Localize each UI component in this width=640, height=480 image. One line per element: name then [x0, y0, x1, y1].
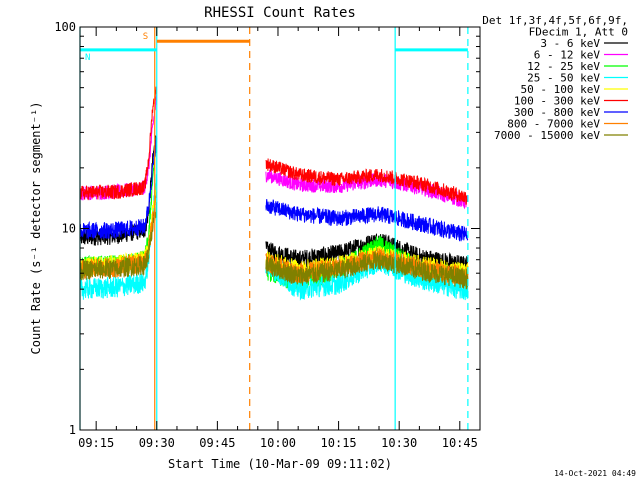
y-axis-label: Count Rate (s⁻¹ detector segment⁻¹) — [29, 102, 43, 355]
legend-header-1: FDecim 1, Att 0 — [529, 26, 628, 39]
x-tick-label-3: 10:00 — [260, 436, 296, 450]
x-tick-label-0: 09:15 — [78, 436, 114, 450]
legend-label-8: 7000 - 15000 keV — [494, 129, 600, 142]
x-tick-label-6: 10:45 — [442, 436, 478, 450]
legend-label-1: 6 - 12 keV — [534, 49, 601, 62]
x-tick-label-5: 10:30 — [381, 436, 417, 450]
x-tick-label-2: 09:45 — [199, 436, 235, 450]
chart-title: RHESSI Count Rates — [204, 5, 356, 21]
legend-label-6: 300 - 800 keV — [514, 106, 600, 119]
legend-label-7: 800 - 7000 keV — [507, 118, 600, 131]
decimation-label-0: N — [85, 53, 90, 63]
series-line-5 — [79, 86, 469, 205]
legend-label-0: 3 - 6 keV — [540, 37, 600, 50]
legend-header-0: Det 1f,3f,4f,5f,6f,9f, — [482, 14, 628, 27]
axis-ticks: 1 10 100 09:15 09:30 09:45 10:00 10:15 10:30 10:4… — [54, 20, 481, 450]
legend: Det 1f,3f,4f,5f,6f,9f,FDecim 1, Att 03 -… — [482, 14, 628, 142]
y-tick-label-2: 100 — [54, 20, 76, 34]
legend-label-3: 25 - 50 keV — [527, 72, 600, 85]
x-tick-label-4: 10:15 — [321, 436, 357, 450]
legend-label-4: 50 - 100 keV — [521, 83, 601, 96]
y-tick-label-0: 1 — [69, 423, 76, 437]
legend-label-2: 12 - 25 keV — [527, 60, 600, 73]
y-tick-label-1: 10 — [62, 222, 76, 236]
x-axis-label: Start Time (10-Mar-09 09:11:02) — [168, 457, 392, 471]
x-tick-label-1: 09:30 — [139, 436, 175, 450]
timestamp: 14-Oct-2021 04:49 — [554, 469, 636, 478]
legend-label-5: 100 - 300 keV — [514, 95, 600, 108]
attenuator-label-0: S — [143, 32, 148, 42]
series-line-8 — [79, 202, 469, 290]
series-line-6 — [79, 136, 469, 242]
